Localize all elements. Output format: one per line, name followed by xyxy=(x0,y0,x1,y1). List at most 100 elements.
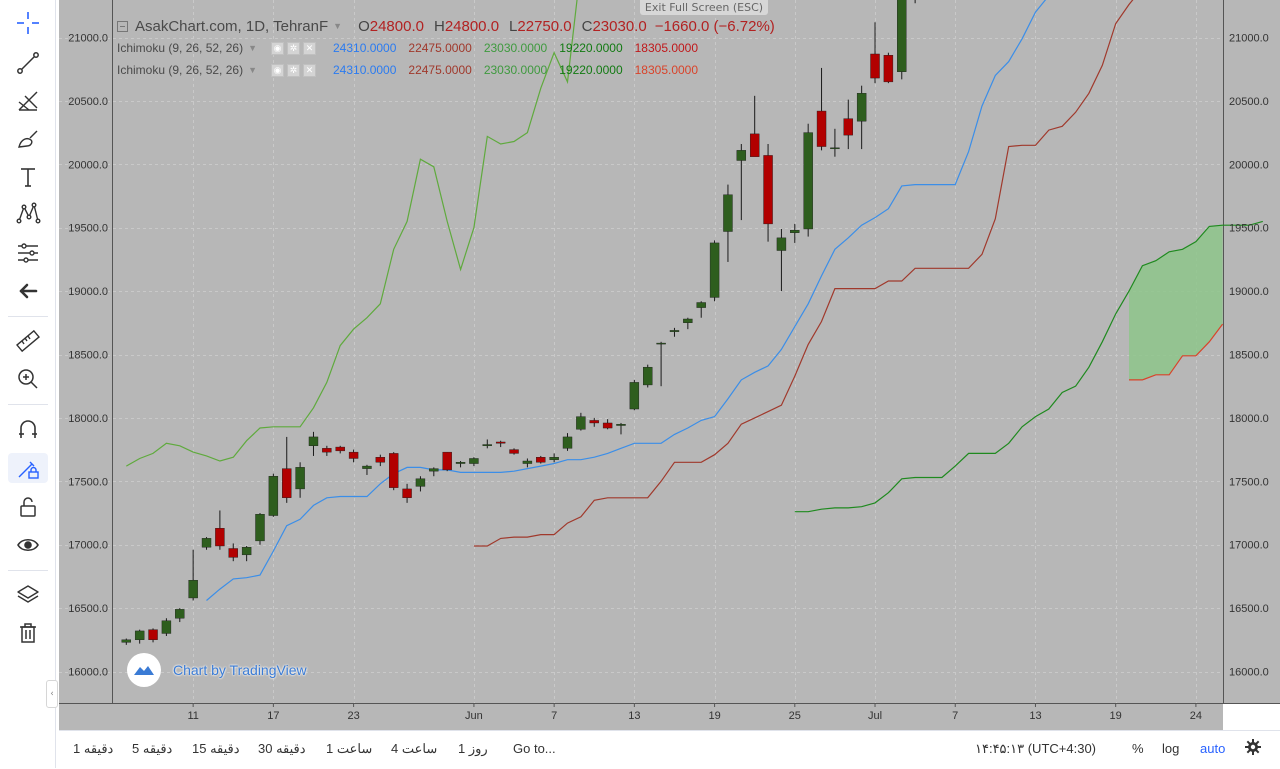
magnet-icon[interactable] xyxy=(8,414,48,444)
interval-1m[interactable]: 1 دقیقه xyxy=(73,741,114,756)
candle-body xyxy=(522,460,533,464)
chevron-down-icon[interactable]: ▼ xyxy=(333,21,343,31)
candle xyxy=(509,448,519,455)
text-icon[interactable] xyxy=(8,162,48,192)
candle xyxy=(830,128,840,157)
lock-drawing-icon[interactable] xyxy=(8,453,48,483)
clock: ۱۴:۴۵:۱۳ (UTC+4:30) xyxy=(975,741,1096,756)
candle-body xyxy=(816,110,827,147)
interval-4h[interactable]: 4 ساعت xyxy=(391,741,438,756)
candle-body xyxy=(616,424,626,426)
close-value: 23030.0 xyxy=(592,17,647,35)
gear-icon[interactable] xyxy=(1245,739,1261,758)
layers-icon[interactable] xyxy=(8,580,48,610)
interval-5m[interactable]: 5 دقیقه xyxy=(132,741,173,756)
indicator-legend: Ichimoku (9, 26, 52, 26) ▼ ◉ ✲ ✕ 24310.000… xyxy=(117,37,775,59)
candle xyxy=(161,618,172,636)
candle-body xyxy=(148,629,158,641)
brush-icon[interactable] xyxy=(8,124,48,154)
candle xyxy=(843,99,853,150)
candle-body xyxy=(669,330,680,332)
time-tick-label: Jun xyxy=(465,710,483,722)
interval-1d[interactable]: 1 روز xyxy=(458,741,488,756)
back-arrow-icon[interactable] xyxy=(8,276,48,306)
chevron-down-icon[interactable]: ▼ xyxy=(248,65,257,75)
indicator-name[interactable]: Ichimoku (9, 26, 52, 26) xyxy=(117,63,244,77)
candle xyxy=(495,440,506,448)
indicator-name[interactable]: Ichimoku (9, 26, 52, 26) xyxy=(117,41,244,55)
price-tick-label-left: 19000.0 xyxy=(68,286,108,298)
pattern-icon[interactable] xyxy=(8,198,48,228)
chikou-value: 23030.0000 xyxy=(483,41,548,55)
tenkan-line xyxy=(206,0,1047,601)
fib-icon[interactable] xyxy=(8,86,48,116)
forecast-icon[interactable] xyxy=(8,238,48,268)
candle-body xyxy=(562,436,573,449)
collapse-legend-icon[interactable] xyxy=(117,20,128,32)
interval-15m[interactable]: 15 دقیقه xyxy=(192,741,240,756)
trend-line-icon[interactable] xyxy=(8,48,48,78)
candle xyxy=(816,67,827,151)
trash-icon[interactable] xyxy=(8,618,48,648)
candle-body xyxy=(830,147,840,150)
tradingview-watermark[interactable]: Chart by TradingView xyxy=(127,653,307,687)
senkou-a-value: 19220.0000 xyxy=(559,63,623,77)
eye-icon[interactable] xyxy=(8,530,48,560)
senkou-a-line xyxy=(794,220,1263,513)
toolbar-divider xyxy=(8,316,48,317)
time-tick-label: 19 xyxy=(1110,710,1122,722)
candle-body xyxy=(482,444,492,446)
high-label: H xyxy=(433,17,445,35)
chevron-down-icon[interactable]: ▼ xyxy=(248,43,257,53)
chart-area[interactable]: 16000.0 16000.0 16500.0 16500.0 17000.0 17000… xyxy=(59,0,1280,730)
crosshair-icon[interactable] xyxy=(8,8,48,38)
candle-body xyxy=(602,422,613,429)
close-icon[interactable]: ✕ xyxy=(303,41,316,55)
candle xyxy=(469,457,479,467)
time-tick-label: 11 xyxy=(187,710,198,722)
price-tick-label: 19000.0 xyxy=(1229,286,1269,298)
candle xyxy=(562,433,573,451)
tradingview-logo-icon xyxy=(127,653,161,687)
candle-body xyxy=(161,620,172,634)
toolbar-divider xyxy=(8,404,48,405)
candle-body xyxy=(442,451,452,471)
price-axis-background xyxy=(1223,0,1280,703)
price-chart[interactable]: 16000.0 16000.0 16500.0 16500.0 17000.0 17000… xyxy=(59,0,1280,730)
zoom-in-icon[interactable] xyxy=(8,364,48,394)
interval-1h[interactable]: 1 ساعت xyxy=(326,741,373,756)
candle xyxy=(522,458,533,468)
close-label: C xyxy=(581,17,593,35)
log-toggle[interactable]: log xyxy=(1162,741,1180,756)
eye-icon[interactable]: ◉ xyxy=(271,63,284,77)
ruler-icon[interactable] xyxy=(8,326,48,356)
candle-body xyxy=(643,366,653,386)
candle xyxy=(402,483,412,503)
time-tick-label: 13 xyxy=(628,710,640,722)
gear-icon[interactable]: ✲ xyxy=(287,41,300,55)
candle xyxy=(897,0,907,80)
eye-icon[interactable]: ◉ xyxy=(271,41,284,55)
symbol-title[interactable]: AsakChart.com, 1D, TehranF xyxy=(135,17,329,35)
price-tick-label-left: 17000.0 xyxy=(68,540,108,552)
price-tick-label-left: 18000.0 xyxy=(68,413,108,425)
candle xyxy=(870,22,880,84)
gear-icon[interactable]: ✲ xyxy=(287,63,300,77)
price-tick-label: 17000.0 xyxy=(1229,540,1269,552)
candle xyxy=(241,545,252,562)
time-axis-background xyxy=(59,703,1223,730)
toolbar-collapse-button[interactable]: ‹ xyxy=(46,680,58,708)
candle-body xyxy=(268,476,279,516)
candle xyxy=(776,228,787,292)
time-tick-label: 7 xyxy=(551,710,557,722)
interval-30m[interactable]: 30 دقیقه xyxy=(258,741,306,756)
exit-fullscreen-tip[interactable]: Exit Full Screen (ESC) xyxy=(640,0,768,15)
time-tick-label: 7 xyxy=(952,710,958,722)
price-tick-label: 21000.0 xyxy=(1229,33,1269,45)
time-tick-label: 25 xyxy=(789,710,801,722)
unlock-icon[interactable] xyxy=(8,492,48,522)
goto-button[interactable]: Go to... xyxy=(513,741,556,756)
close-icon[interactable]: ✕ xyxy=(303,63,316,77)
percent-toggle[interactable]: % xyxy=(1132,741,1144,756)
auto-toggle[interactable]: auto xyxy=(1200,741,1226,756)
